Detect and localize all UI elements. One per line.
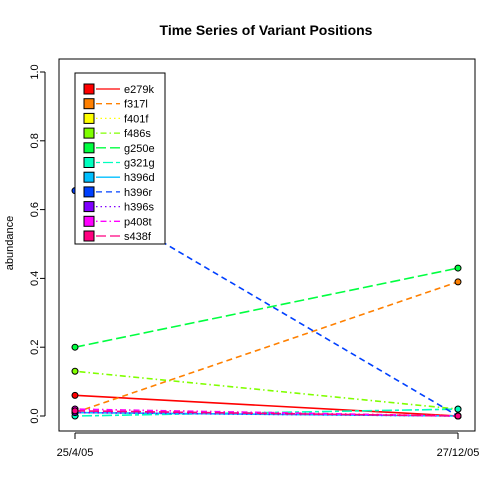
legend: e279k f317l f401f f486s g250e g321g h396d h396r… [74,72,166,245]
legend-item: h396s [83,201,154,214]
y-tick-label: 0.0 [29,408,41,423]
series-layer [71,187,462,420]
data-point [454,412,462,420]
legend-label: h396d [124,172,155,184]
x-tick-label: 25/4/05 [57,447,94,459]
legend-swatch [83,127,95,139]
legend-item: f486s [83,127,151,140]
series-f317l [71,278,462,417]
legend-item: f317l [83,98,148,111]
series-g321g [71,405,462,420]
y-tick-label: 0.2 [29,340,41,355]
series-line [74,408,459,417]
legend-label: h396r [124,187,152,199]
legend-swatch [83,98,95,110]
data-point [454,405,462,413]
y-tick-label: 0.6 [29,202,41,217]
series-line [74,408,459,417]
legend-label: f401f [124,113,149,125]
plot-frame [58,58,476,432]
legend-label: e279k [124,84,154,96]
series-line [74,267,459,348]
legend-swatch [83,157,95,168]
data-point [454,278,462,286]
legend-label: s438f [124,231,152,243]
series-line [74,281,459,414]
y-tick-label: 0.8 [29,133,41,148]
legend-swatch [83,201,95,213]
legend-item: h396r [83,186,152,199]
legend-swatch [83,112,95,124]
legend-swatch [83,83,95,95]
legend-swatch [83,186,95,198]
legend-label: h396s [124,202,154,214]
axes: 0.0 0.2 0.4 0.6 0.8 1.0 25/4/05 27/12/05 [29,58,480,459]
data-point [71,391,79,399]
data-point [71,367,79,375]
chart-title: Time Series of Variant Positions [160,22,373,38]
legend-label: f317l [124,99,148,111]
legend-swatch [83,171,95,183]
legend-swatch [83,142,95,154]
series-line [74,370,459,410]
series-line [74,410,459,417]
legend-item: g321g [83,157,155,170]
data-point [71,343,79,351]
legend-item: f401f [83,112,149,125]
x-tick-label: 27/12/05 [437,447,480,459]
legend-swatch [83,230,95,242]
legend-swatch [83,215,95,227]
series-line [74,394,459,417]
legend-item: s438f [83,230,152,243]
series-g250e [71,264,462,351]
legend-label: p408t [124,216,152,228]
data-point [71,407,79,415]
legend-item: g250e [83,142,155,155]
series-s438f [71,407,462,420]
data-point [454,264,462,272]
legend-item: e279k [83,83,154,96]
legend-item: p408t [83,215,152,228]
legend-label: f486s [124,128,151,140]
y-tick-label: 0.4 [29,271,41,286]
legend-label: g321g [124,158,155,170]
y-axis-title: abundance [4,216,16,270]
series-line [74,411,459,417]
legend-label: g250e [124,143,155,155]
legend-item: h396d [83,171,155,184]
y-tick-label: 1.0 [29,64,41,79]
